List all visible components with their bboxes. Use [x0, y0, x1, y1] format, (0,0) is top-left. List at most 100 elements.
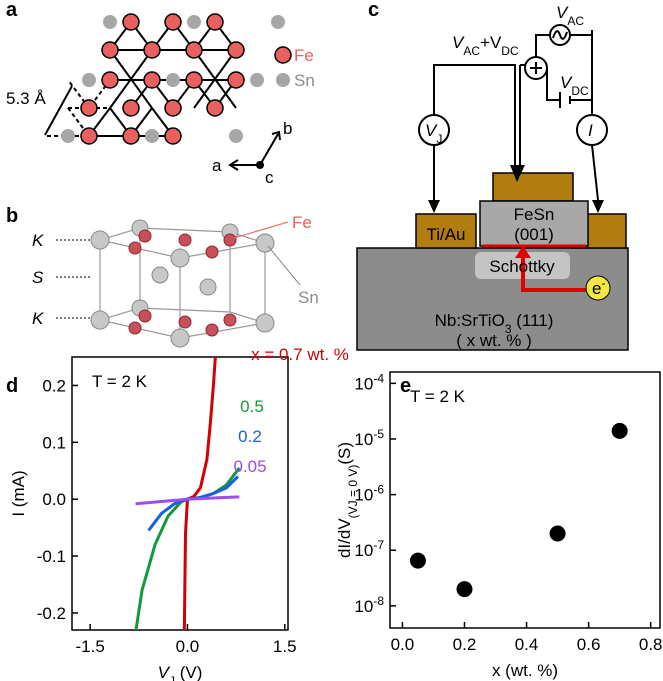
text-part: V — [452, 33, 465, 52]
x-tick-label: 0.0 — [391, 635, 415, 654]
y-tick-label: 0.0 — [42, 490, 66, 509]
series-label: x = 0.7 wt. % — [251, 345, 349, 364]
y-tick-label: 0.2 — [42, 376, 66, 395]
doping-label: ( x wt. % ) — [456, 331, 532, 350]
lattice-constant: 5.3 Å — [6, 89, 46, 108]
y-tick-label: 10-8 — [354, 594, 384, 616]
plot-frame — [389, 371, 661, 629]
fe-atoms — [128, 229, 237, 337]
chart: 0.0 0.2 0.4 0.6 0.810-810-710-610-510-4T = 2… — [335, 371, 663, 680]
panel-label: b — [6, 205, 18, 227]
layer-label: K — [32, 231, 44, 250]
legend-swatch — [274, 46, 292, 64]
callout — [267, 245, 301, 286]
text-part: (VJ = 0 V) — [346, 465, 360, 519]
text-part: - — [601, 276, 605, 290]
data-point — [456, 581, 473, 598]
data-point — [549, 525, 566, 542]
meter-label: I — [588, 121, 593, 140]
text-part: V — [425, 121, 438, 140]
y-tick-label: 0.1 — [42, 433, 66, 452]
exponent: -6 — [373, 483, 384, 497]
device — [356, 24, 629, 351]
layer-label: K — [32, 309, 44, 328]
data-line — [134, 466, 241, 630]
annotation: T = 2 K — [92, 372, 148, 391]
legend-label: Sn — [294, 71, 315, 90]
axis-origin — [256, 161, 264, 169]
exponent: -5 — [373, 427, 384, 441]
exponent: -4 — [373, 371, 384, 385]
series-label: 0.5 — [240, 397, 264, 416]
y-tick-label: -0.2 — [37, 604, 66, 623]
callout — [233, 221, 289, 239]
exponent: -8 — [373, 594, 384, 608]
crystal-axes — [228, 130, 281, 171]
y-tick-label: 10-4 — [354, 371, 384, 393]
text-part: (V) — [175, 663, 202, 681]
data-point — [611, 422, 628, 439]
barrier-label: Schottky — [489, 257, 555, 276]
substrate-label: Nb:SrTiO3 (111) — [435, 311, 554, 336]
axis-label: a — [212, 156, 222, 175]
chart: -1.5 0.0 1.5 -0.2 -0.1 0.0 0.1 0.2 T = 2 K VJ (V)… — [9, 345, 349, 681]
kagome-lattice — [47, 20, 237, 138]
scale-arrow — [44, 85, 73, 136]
film-label: FeSn — [514, 205, 555, 224]
y-tick-label: 10-7 — [354, 538, 384, 560]
legend-swatch — [276, 73, 290, 87]
panel-label: c — [368, 0, 379, 21]
text-part: DC — [571, 84, 589, 98]
x-tick-label: 0.8 — [639, 635, 663, 654]
plot-frame — [71, 356, 289, 631]
fe-atoms — [80, 13, 245, 145]
series-label: 0.05 — [233, 457, 266, 476]
text-part: Nb:SrTiO — [435, 311, 505, 330]
y-axis-label: I (mA) — [9, 470, 28, 516]
axis-label: c — [265, 168, 274, 187]
data-line — [135, 495, 240, 506]
text-part: 3 — [505, 322, 512, 336]
annotation: T = 2 K — [410, 387, 466, 406]
x-tick-label: 1.5 — [273, 637, 297, 656]
text-part: J — [436, 132, 442, 146]
text-part: V — [158, 663, 171, 681]
layer-guides — [56, 239, 92, 319]
axis-label: b — [283, 119, 292, 138]
sn-atoms — [61, 15, 285, 143]
y-tick-label: -0.1 — [37, 547, 66, 566]
x-tick-label: 0.6 — [577, 635, 601, 654]
source-label: VAC — [556, 3, 584, 28]
data-line — [182, 357, 217, 630]
atom-label: Sn — [298, 288, 319, 307]
text-part: (111) — [512, 311, 554, 330]
text-part: dI/dV — [335, 518, 354, 558]
meter-label: VJ — [425, 121, 442, 146]
data-point — [409, 552, 426, 569]
y-axis-label: dI/dV(VJ = 0 V)(S) — [335, 442, 360, 558]
source-label: VAC+VDC — [452, 33, 519, 58]
x-tick-label: 0.4 — [515, 635, 539, 654]
film-label: (001) — [514, 225, 554, 244]
y-tick-label: 10-5 — [354, 427, 384, 449]
source-label: VDC — [560, 73, 589, 98]
text-part: (S) — [335, 442, 354, 465]
series-label: 0.2 — [238, 427, 262, 446]
panel-label: e — [400, 375, 411, 397]
x-tick-label: -1.5 — [76, 637, 105, 656]
exponent: -7 — [373, 538, 384, 552]
legend-label: Fe — [294, 46, 314, 65]
text-part: J — [169, 674, 175, 681]
contact-label: Ti/Au — [426, 225, 465, 244]
text-part: +V — [480, 33, 502, 52]
x-axis-label: VJ (V) — [158, 663, 203, 681]
text-part: V — [560, 73, 573, 92]
text-part: e — [592, 279, 601, 298]
atom-label: Fe — [292, 213, 312, 232]
x-tick-label: 0.2 — [453, 635, 477, 654]
layer-label: S — [32, 268, 44, 287]
panel-label: a — [6, 0, 18, 21]
panel-label: d — [6, 375, 18, 397]
text-part: DC — [501, 44, 519, 58]
